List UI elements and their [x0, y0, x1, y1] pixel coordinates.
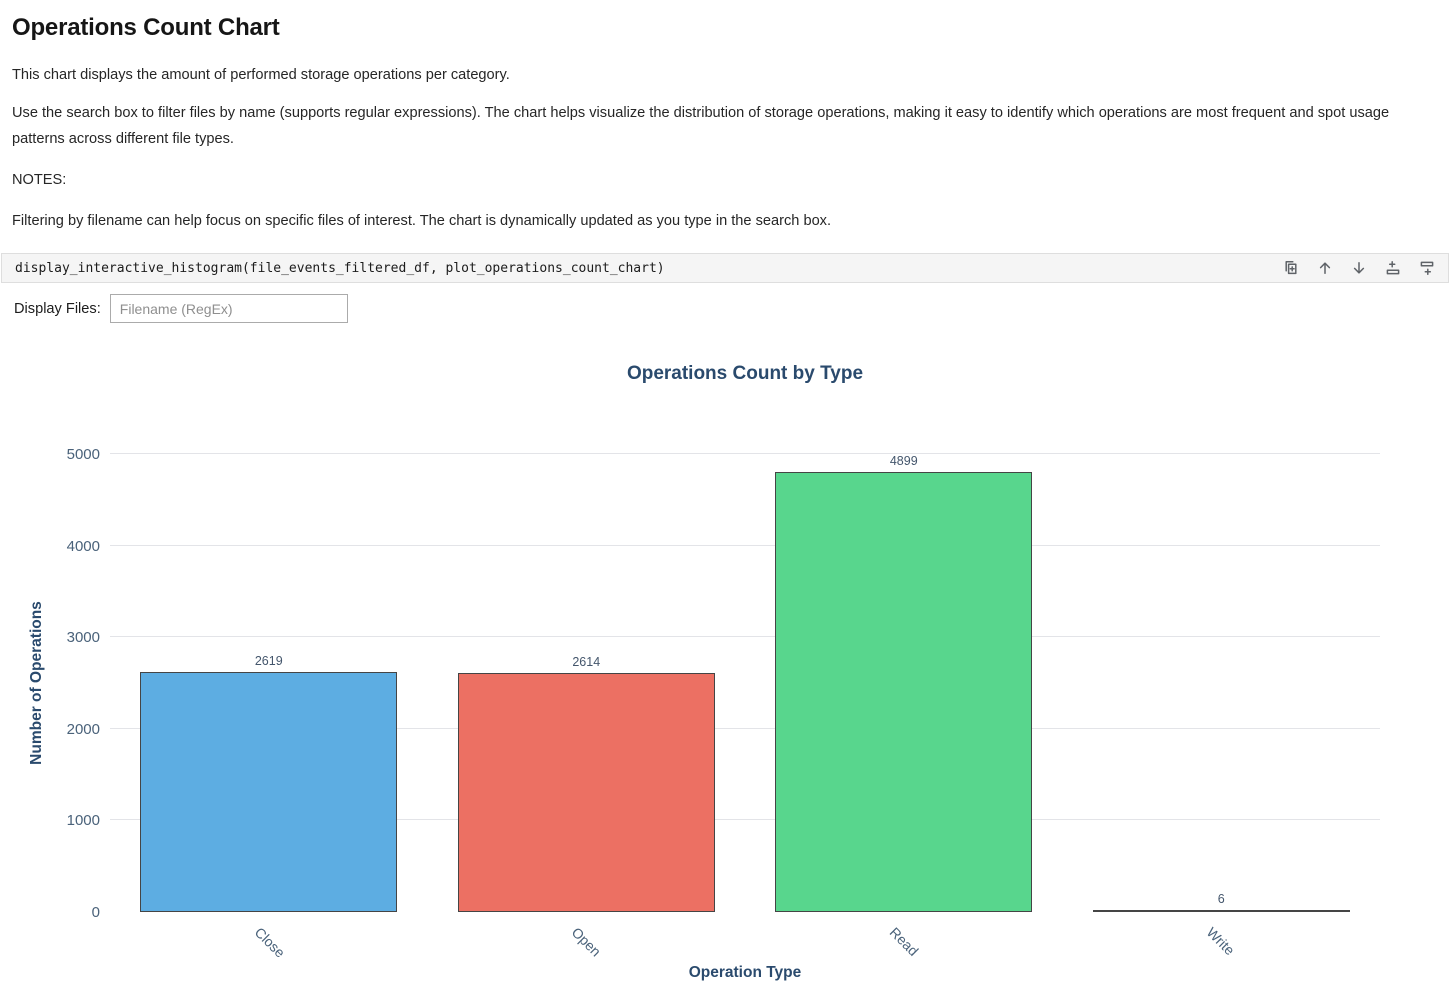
duplicate-cell-icon[interactable]	[1282, 260, 1299, 277]
code-cell-source[interactable]: display_interactive_histogram(file_event…	[15, 260, 665, 276]
gridline	[110, 819, 1380, 821]
description-paragraph: This chart displays the amount of perfor…	[12, 67, 510, 83]
x-tick-label: Read	[886, 924, 922, 959]
notes-paragraph: Filtering by filename can help focus on …	[12, 213, 832, 229]
bar-close[interactable]	[140, 672, 398, 912]
y-tick-label: 0	[91, 904, 100, 921]
chart-title: Operations Count by Type	[626, 363, 864, 384]
bar-value-label: 6	[1217, 892, 1225, 906]
operations-count-chart: Operations Count by Type Number of Opera…	[0, 339, 1450, 997]
x-tick-label: Open	[568, 924, 605, 960]
y-tick-label: 3000	[66, 629, 100, 647]
bar-open[interactable]	[457, 673, 715, 912]
page-title: Operations Count Chart	[12, 14, 280, 41]
gridline	[110, 727, 1380, 729]
insert-cell-below-icon[interactable]	[1418, 260, 1435, 277]
description-paragraph: Use the search box to filter files by na…	[12, 105, 1390, 147]
bar-read[interactable]	[775, 472, 1033, 912]
plot-area: 2619 2614 4899 6	[110, 453, 1380, 912]
bar-group: 2619 2614 4899 6	[110, 454, 1380, 912]
bar-slot: 2619	[110, 454, 428, 912]
page-header: Operations Count Chart This chart displa…	[0, 0, 1450, 234]
display-files-label: Display Files:	[14, 300, 101, 317]
bar-slot: 4899	[745, 454, 1063, 912]
bar-value-label: 4899	[889, 454, 918, 468]
y-tick-label: 5000	[66, 446, 100, 463]
notes-heading: NOTES:	[12, 172, 67, 188]
filter-row: Display Files:	[0, 294, 1450, 323]
x-tick-label: Write	[1203, 924, 1239, 959]
bar-slot: 6	[1063, 454, 1381, 912]
bar-value-label: 2619	[254, 654, 283, 668]
move-cell-up-icon[interactable]	[1316, 260, 1333, 277]
x-axis-title: Operation Type	[688, 964, 802, 981]
code-cell[interactable]: display_interactive_histogram(file_event…	[1, 253, 1449, 283]
bar-write[interactable]	[1092, 910, 1350, 912]
y-tick-label: 4000	[66, 537, 100, 555]
bar-slot: 2614	[428, 454, 746, 912]
x-tick-label: Close	[251, 924, 289, 961]
gridline	[110, 636, 1380, 638]
y-axis-ticks: 0 1000 2000 3000 4000 5000	[0, 446, 100, 921]
cell-toolbar	[1282, 260, 1435, 277]
y-tick-label: 1000	[66, 812, 100, 830]
gridline	[110, 544, 1380, 546]
gridline	[110, 453, 1380, 454]
y-tick-label: 2000	[66, 720, 100, 738]
bar-value-label: 2614	[572, 655, 601, 669]
insert-cell-above-icon[interactable]	[1384, 260, 1401, 277]
move-cell-down-icon[interactable]	[1350, 260, 1367, 277]
filename-regex-input[interactable]	[109, 294, 348, 323]
